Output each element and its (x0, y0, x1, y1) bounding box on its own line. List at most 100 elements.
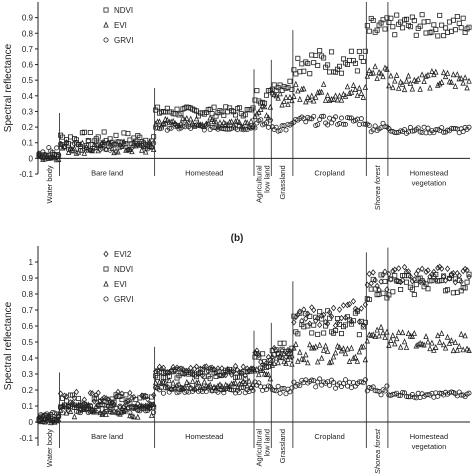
point-evi (289, 360, 295, 367)
y-tick-label: 0.9 (22, 14, 34, 23)
point-ndvi (311, 322, 317, 328)
point-evi (143, 148, 149, 155)
point-evi (189, 377, 196, 384)
point-evi (103, 145, 109, 152)
point-ndvi (370, 17, 376, 23)
point-grvi (340, 381, 346, 387)
point-ndvi (143, 394, 149, 400)
point-grvi (303, 119, 309, 125)
point-evi (336, 92, 343, 99)
point-evi (307, 96, 313, 103)
point-evi (442, 344, 449, 351)
point-evi (356, 348, 363, 355)
class-label: Homestead (185, 432, 223, 441)
point-evi (285, 100, 291, 107)
point-grvi (180, 385, 186, 391)
point-grvi (123, 141, 129, 147)
panel-b: -0.1 0 0.1 0.2 0.3 0.4 0.5 0.6 0.7 0.8 0.9 1 Spectra… (3, 246, 472, 474)
point-ndvi (382, 278, 388, 284)
point-grvi (394, 130, 400, 136)
point-grvi (279, 123, 285, 129)
point-evi (386, 82, 392, 89)
point-evi (332, 92, 339, 99)
point-evi (38, 152, 44, 159)
point-evi (433, 343, 439, 350)
point-ndvi (396, 279, 402, 285)
class-label: Grassland (278, 165, 287, 199)
point-ndvi (366, 28, 372, 34)
point-evi (273, 92, 279, 99)
class-label: Grassland (278, 429, 287, 463)
point-ndvi (172, 367, 178, 373)
point-evi2 (364, 281, 370, 289)
point-evi (419, 71, 425, 78)
point-ndvi (295, 55, 301, 61)
point-evi (403, 343, 410, 350)
point-grvi (127, 410, 133, 416)
point-evi (310, 97, 317, 104)
point-ndvi (260, 351, 266, 357)
point-ndvi (413, 282, 419, 288)
point-ndvi (275, 350, 281, 356)
point-evi (191, 122, 198, 129)
point-evi (287, 93, 293, 100)
class-label: Water body (45, 165, 54, 203)
point-grvi (176, 389, 182, 395)
point-evi (152, 379, 159, 386)
point-evi (174, 381, 180, 388)
point-evi (334, 342, 341, 349)
point-evi (209, 115, 215, 122)
point-ndvi (307, 313, 313, 319)
point-evi (336, 344, 343, 351)
point-ndvi (291, 313, 297, 319)
point-grvi (162, 121, 168, 127)
point-ndvi (119, 397, 125, 403)
point-evi (340, 345, 347, 352)
point-grvi (279, 386, 285, 392)
point-ndvi (392, 273, 398, 279)
class-label: vegetation (412, 442, 447, 451)
point-evi (399, 80, 406, 87)
point-grvi (166, 125, 172, 131)
point-evi (187, 115, 194, 122)
point-evi (427, 345, 433, 352)
point-evi (195, 379, 202, 386)
point-ndvi (236, 105, 242, 111)
point-ndvi (419, 278, 425, 284)
legend-label-ndvi: NDVI (114, 6, 133, 15)
point-grvi (211, 124, 217, 130)
point-evi (370, 331, 376, 338)
point-evi2 (193, 363, 200, 370)
legend-marker-evi (103, 280, 109, 287)
point-evi (279, 101, 285, 108)
point-evi (384, 65, 390, 72)
point-evi (352, 86, 359, 92)
point-grvi (117, 145, 123, 151)
point-ndvi (423, 281, 429, 287)
point-evi2 (382, 268, 388, 275)
point-evi2 (399, 277, 406, 284)
class-label: Water body (45, 429, 54, 467)
panel-b-label: (b) (231, 233, 244, 244)
point-evi (393, 335, 400, 342)
point-grvi (425, 125, 431, 131)
point-ndvi (388, 276, 394, 282)
point-evi (75, 401, 82, 408)
point-grvi (141, 139, 147, 145)
point-evi2 (388, 276, 394, 283)
point-evi (316, 341, 323, 348)
point-evi (320, 346, 327, 353)
point-evi (392, 77, 398, 84)
point-ndvi (267, 358, 273, 364)
point-evi (139, 146, 145, 153)
point-ndvi (325, 308, 331, 314)
point-ndvi (403, 279, 409, 285)
point-evi (67, 408, 74, 414)
point-grvi (99, 411, 105, 417)
point-evi2 (346, 301, 353, 308)
point-evi2 (254, 347, 260, 354)
point-evi (281, 358, 287, 365)
point-grvi (460, 129, 466, 135)
y-tick-label: 0.7 (22, 306, 34, 315)
y-tick-label: 0.1 (22, 139, 34, 148)
